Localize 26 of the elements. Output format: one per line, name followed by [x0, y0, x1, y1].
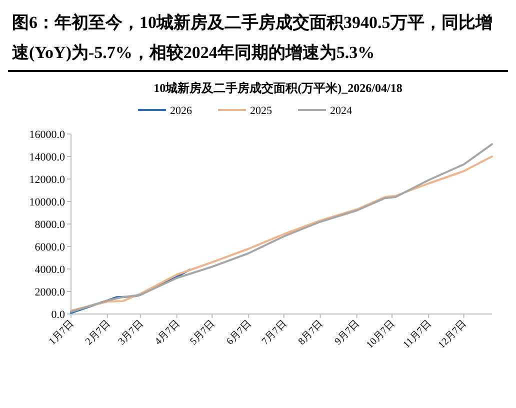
x-tick-label: 7月7日 [260, 318, 289, 348]
y-tick-label: 4000.0 [34, 264, 66, 276]
x-tick-label: 8月7日 [296, 318, 326, 348]
x-tick-label: 10月7日 [364, 318, 398, 351]
legend-label: 2024 [330, 105, 352, 117]
x-tick-label: 3月7日 [116, 318, 146, 348]
legend-label: 2026 [170, 105, 192, 117]
y-tick-label: 0.0 [51, 309, 66, 321]
x-tick-label: 9月7日 [332, 318, 362, 348]
chart-subtitle: 10城新房及二手房成交面积(万平米)_2026/04/18 [154, 81, 402, 95]
x-tick-label: 1月7日 [47, 318, 76, 348]
x-tick-label: 2月7日 [84, 318, 113, 348]
x-tick-label: 5月7日 [188, 318, 218, 348]
y-tick-label: 8000.0 [34, 219, 66, 231]
x-tick-label: 11月7日 [401, 318, 434, 351]
x-tick-label: 6月7日 [224, 318, 254, 348]
y-tick-label: 16000.0 [29, 129, 66, 141]
legend-label: 2025 [250, 105, 272, 117]
y-tick-label: 6000.0 [34, 242, 66, 254]
y-tick-label: 14000.0 [29, 152, 66, 164]
x-tick-label: 12月7日 [436, 318, 469, 351]
x-tick-label: 4月7日 [152, 318, 182, 348]
y-tick-label: 2000.0 [34, 286, 66, 298]
y-tick-label: 10000.0 [29, 196, 66, 208]
y-tick-label: 12000.0 [29, 174, 66, 186]
chart-title: 图6：年初至今，10城新房及二手房成交面积3940.5万平，同比增速(YoY)为-5.7%，相较2024年同期的增速为5.3% [8, 8, 508, 72]
